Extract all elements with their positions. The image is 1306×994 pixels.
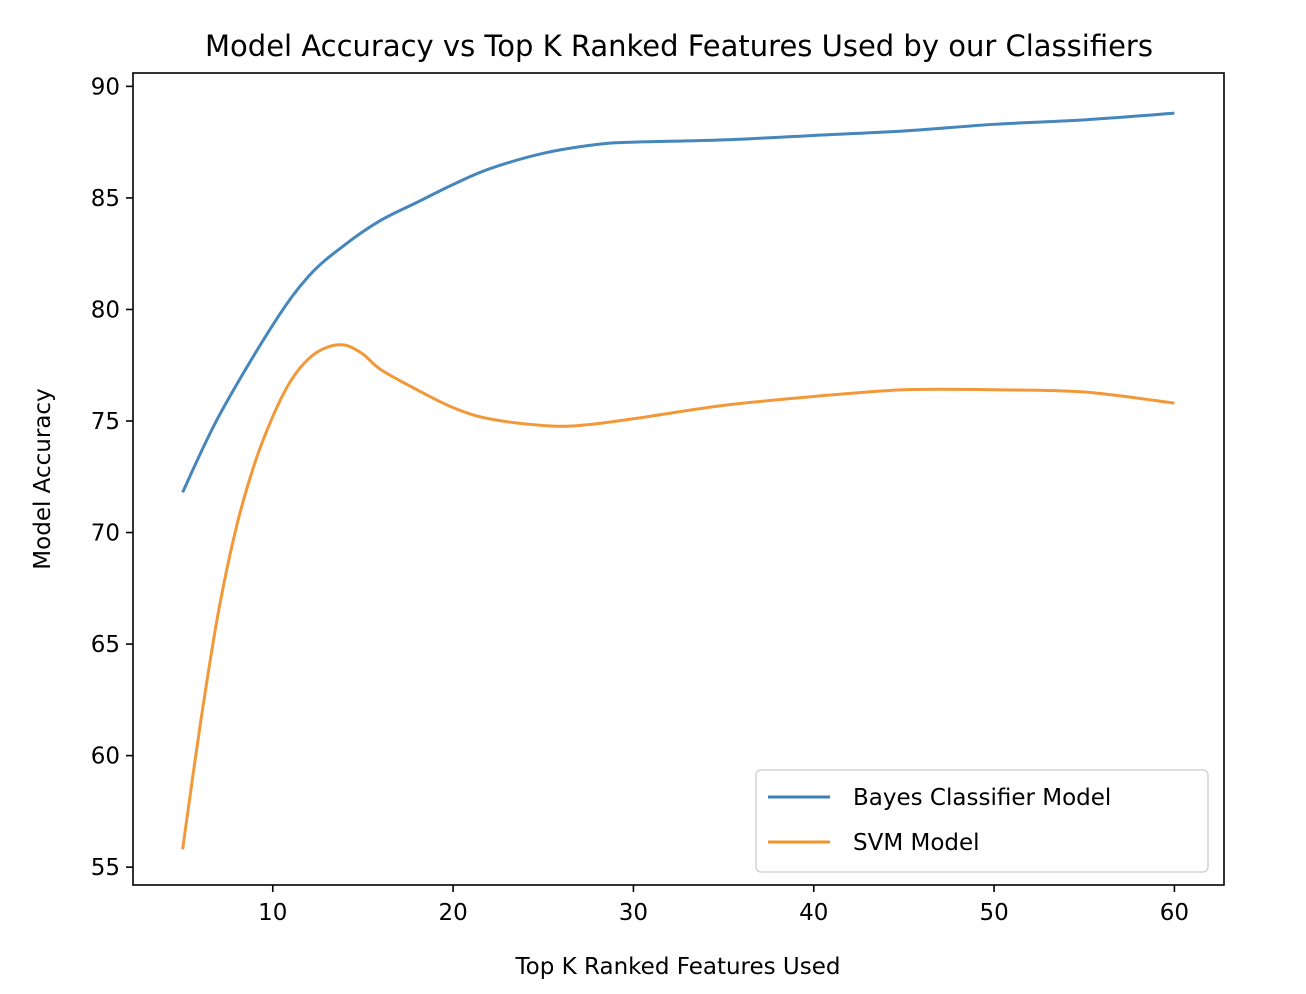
y-tick-label: 70 — [91, 521, 120, 547]
y-tick-label: 60 — [91, 744, 120, 770]
legend: Bayes Classifier Model SVM Model — [755, 769, 1209, 873]
legend-box — [755, 769, 1209, 873]
x-tick-label: 30 — [619, 900, 648, 926]
x-axis-label: Top K Ranked Features Used — [515, 954, 841, 980]
y-tick-label: 85 — [91, 186, 120, 212]
x-tick-label: 20 — [438, 900, 467, 926]
chart-title: Model Accuracy vs Top K Ranked Features … — [205, 29, 1153, 63]
y-axis-label: Model Accuracy — [30, 388, 56, 569]
series-line-svm — [181, 343, 1175, 850]
y-tick-label: 90 — [91, 74, 120, 100]
x-tick-label: 40 — [799, 900, 828, 926]
series-line-bayes — [181, 111, 1175, 494]
x-tick-label: 10 — [258, 900, 287, 926]
y-tick-label: 65 — [91, 632, 120, 658]
plot-area: 10 20 30 40 50 60 55 60 65 70 75 80 85 90 — [91, 72, 1225, 926]
y-tick-label: 80 — [91, 297, 120, 323]
x-tick-label: 50 — [979, 900, 1008, 926]
y-ticks: 55 60 65 70 75 80 85 90 — [91, 74, 133, 881]
series-layer — [181, 111, 1175, 850]
x-ticks: 10 20 30 40 50 60 — [258, 885, 1189, 926]
x-tick-label: 60 — [1160, 900, 1189, 926]
y-tick-label: 55 — [91, 855, 120, 881]
legend-label-bayes: Bayes Classifier Model — [853, 785, 1111, 811]
legend-label-svm: SVM Model — [853, 830, 980, 856]
y-tick-label: 75 — [91, 409, 120, 435]
axes-frame — [132, 72, 1225, 886]
